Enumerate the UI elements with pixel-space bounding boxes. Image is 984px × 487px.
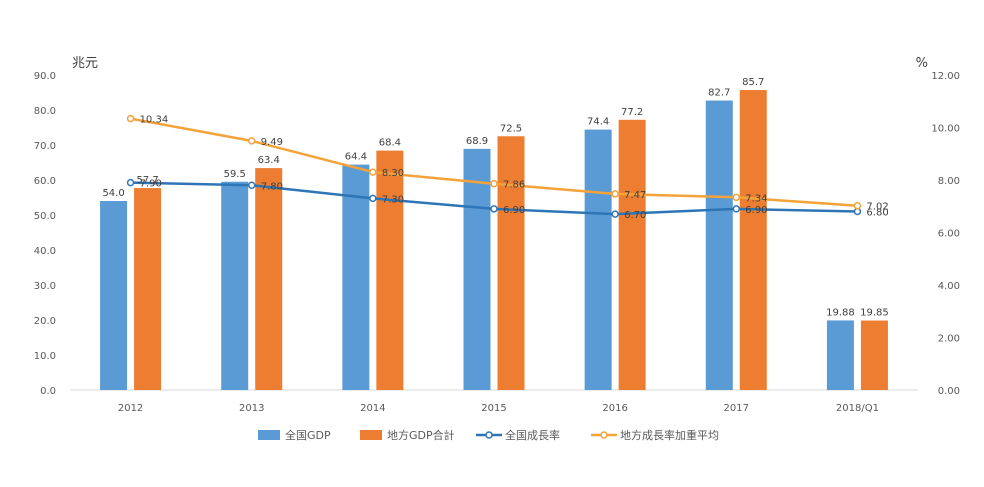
y-left-tick-label: 10.0 [34,351,56,362]
bar-data-label: 19.88 [826,307,855,318]
bar-data-label: 64.4 [345,152,367,163]
y-right-tick-label: 12.00 [931,71,960,82]
point-national-growth [490,205,498,213]
bar-local-gdp [497,136,525,390]
line-data-label: 6.90 [745,205,767,216]
bar-data-label: 68.9 [466,136,488,147]
bar-national-gdp [584,129,612,390]
legend-label: 地方GDP合計 [387,428,455,442]
bar-national-gdp [463,148,491,390]
bar-data-label: 63.4 [258,155,280,166]
y-left-tick-label: 0.0 [40,386,56,397]
bar-data-label: 72.5 [500,123,522,134]
y-left-tick-label: 20.0 [34,316,56,327]
bar-local-gdp [618,119,646,391]
y-left-tick-label: 70.0 [34,141,56,152]
bar-data-label: 54.0 [102,188,124,199]
y-right-tick-label: 8.00 [938,176,960,187]
line-data-label: 6.90 [503,205,525,216]
legend-swatch-bar [360,430,382,440]
point-national-growth [369,194,377,203]
line-data-label: 7.34 [745,193,767,204]
legend-swatch-marker [485,431,493,439]
labels-layer: 54.0 59.5 64.4 68.9 74.4 82.7 19.88 57.7 63.4 68.… [102,77,888,318]
bar-national-gdp [826,320,854,390]
bar-national-gdp [342,164,370,390]
line-data-label: 7.47 [624,190,646,201]
point-local-growth [490,179,498,188]
bar-local-gdp [255,168,283,390]
line-data-label: 9.49 [261,137,283,148]
legend-swatch-marker [600,431,608,439]
legend-swatch-bar [258,430,280,440]
bars-layer [100,90,888,391]
bar-national-gdp [221,181,249,390]
point-local-growth [369,168,377,176]
y-right-unit-label: % [916,56,928,71]
bar-data-label: 74.4 [587,117,609,128]
line-data-label: 7.90 [140,179,162,190]
x-tick-label: 2012 [118,403,143,414]
bar-data-label: 82.7 [708,88,730,99]
bar-local-gdp [739,90,767,391]
line-data-label: 7.86 [503,180,525,191]
point-local-growth [732,193,741,202]
line-data-label: 7.30 [382,194,404,205]
bar-data-label: 57.7 [136,175,158,186]
legend-label: 全国GDP [285,428,331,442]
y-left-tick-label: 50.0 [34,211,56,222]
y-right-tick-label: 10.00 [931,124,960,135]
bar-data-label: 19.85 [860,308,889,319]
bar-national-gdp [705,100,733,391]
legend: 全国GDP 地方GDP合計 全国成長率 地方成長率加重平均 [258,428,719,442]
x-tick-label: 2017 [724,403,749,414]
line-data-label: 10.34 [140,115,169,126]
bar-local-gdp [376,150,404,390]
y-left-tick-label: 80.0 [34,106,56,117]
point-national-growth [611,210,619,218]
y-right-tick-label: 6.00 [938,229,960,240]
bar-data-label: 77.2 [621,107,643,118]
legend-label: 地方成長率加重平均 [620,428,719,442]
lines-layer [126,114,862,218]
x-tick-label: 2018/Q1 [836,403,879,414]
point-local-growth [126,114,135,123]
x-tick-label: 2015 [481,403,506,414]
bar-data-label: 85.7 [742,77,764,88]
y-left-tick-label: 90.0 [34,71,56,82]
line-data-label: 7.80 [261,181,283,192]
line-data-label: 7.02 [866,202,888,213]
y-right-tick-label: 0.00 [938,386,960,397]
x-tick-label: 2016 [602,403,627,414]
bar-data-label: 68.4 [379,138,401,149]
point-national-growth [126,178,135,187]
point-local-growth [853,201,862,210]
y-left-tick-label: 40.0 [34,246,56,257]
bar-local-gdp [860,320,888,390]
y-left-unit-label: 兆元 [72,56,98,71]
bar-national-gdp [100,201,128,390]
point-local-growth [611,190,619,198]
line-data-label: 8.30 [382,168,404,179]
y-left-tick-label: 30.0 [34,281,56,292]
y-left-tick-label: 60.0 [34,176,56,187]
point-local-growth [247,137,256,145]
bar-local-gdp [134,188,162,390]
point-national-growth [732,205,741,213]
line-data-label: 6.80 [866,208,888,219]
x-tick-label: 2014 [360,403,385,414]
x-tick-label: 2013 [239,403,264,414]
line-data-label: 6.70 [624,210,646,221]
axes-layer: 0.0 10.0 20.0 30.0 40.0 50.0 60.0 70.0 80.0 90.0 0… [34,56,960,414]
bar-data-label: 59.5 [224,169,246,180]
point-national-growth [247,181,256,189]
legend-label: 全国成長率 [505,428,560,442]
y-right-tick-label: 2.00 [938,334,960,345]
y-right-tick-label: 4.00 [938,281,960,292]
